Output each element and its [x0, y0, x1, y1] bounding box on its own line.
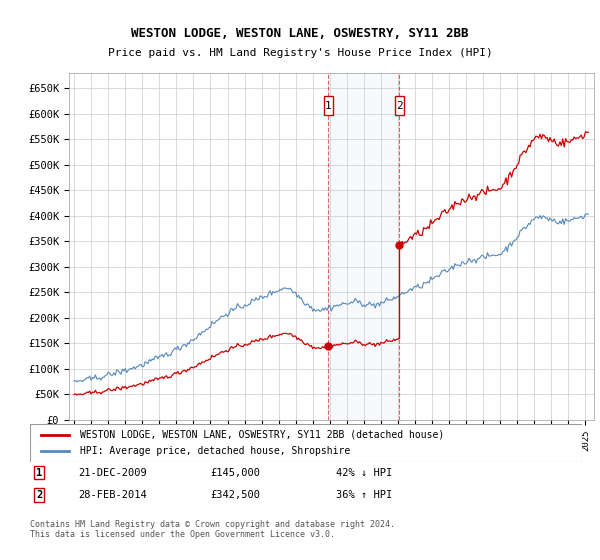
- Text: 1: 1: [325, 101, 332, 111]
- FancyBboxPatch shape: [323, 96, 333, 115]
- Text: 21-DEC-2009: 21-DEC-2009: [78, 468, 147, 478]
- Text: 28-FEB-2014: 28-FEB-2014: [78, 490, 147, 500]
- Text: Price paid vs. HM Land Registry's House Price Index (HPI): Price paid vs. HM Land Registry's House …: [107, 48, 493, 58]
- Text: HPI: Average price, detached house, Shropshire: HPI: Average price, detached house, Shro…: [80, 446, 350, 456]
- Bar: [328, 73, 400, 420]
- Text: Contains HM Land Registry data © Crown copyright and database right 2024.
This d: Contains HM Land Registry data © Crown c…: [30, 520, 395, 539]
- Text: £342,500: £342,500: [210, 490, 260, 500]
- FancyBboxPatch shape: [30, 424, 582, 462]
- Text: 36% ↑ HPI: 36% ↑ HPI: [336, 490, 392, 500]
- Text: 2: 2: [36, 490, 42, 500]
- Text: 42% ↓ HPI: 42% ↓ HPI: [336, 468, 392, 478]
- Text: £145,000: £145,000: [210, 468, 260, 478]
- Text: WESTON LODGE, WESTON LANE, OSWESTRY, SY11 2BB (detached house): WESTON LODGE, WESTON LANE, OSWESTRY, SY1…: [80, 430, 444, 440]
- Text: 1: 1: [36, 468, 42, 478]
- Text: WESTON LODGE, WESTON LANE, OSWESTRY, SY11 2BB: WESTON LODGE, WESTON LANE, OSWESTRY, SY1…: [131, 27, 469, 40]
- FancyBboxPatch shape: [395, 96, 404, 115]
- Text: 2: 2: [396, 101, 403, 111]
